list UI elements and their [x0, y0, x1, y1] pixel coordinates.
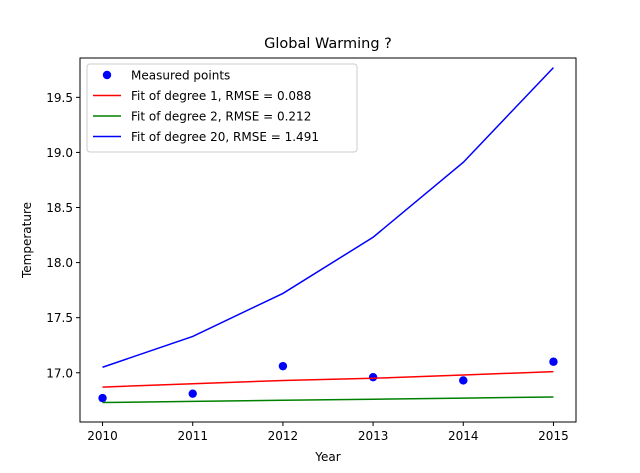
- chart-title: Global Warming ?: [264, 36, 392, 52]
- legend-entry-label: Fit of degree 1, RMSE = 0.088: [131, 89, 311, 103]
- x-axis-label: Year: [314, 450, 340, 464]
- legend-entry-label: Measured points: [131, 69, 230, 83]
- y-axis-label: Temperature: [20, 202, 34, 279]
- y-tick-label: 19.0: [46, 146, 73, 160]
- legend-entry-label: Fit of degree 2, RMSE = 0.212: [131, 110, 311, 124]
- x-tick-label: 2013: [358, 429, 389, 443]
- y-tick-label: 19.5: [46, 91, 73, 105]
- series-line-1: [102, 370, 554, 388]
- x-tick-label: 2015: [538, 429, 569, 443]
- data-point: [98, 393, 107, 403]
- y-tick-label: 17.0: [46, 366, 73, 380]
- data-point: [459, 376, 468, 385]
- x-tick-label: 2010: [87, 429, 118, 443]
- data-point: [188, 389, 197, 398]
- data-point: [278, 361, 288, 371]
- y-tick-label: 18.5: [46, 201, 73, 215]
- series-line-3: [102, 67, 554, 368]
- x-tick-label: 2011: [177, 429, 208, 443]
- series-line-2: [102, 396, 554, 404]
- data-point: [549, 357, 558, 366]
- y-tick-label: 18.0: [46, 256, 73, 270]
- legend-marker-swatch: [102, 70, 112, 80]
- legend-entry-label: Fit of degree 20, RMSE = 1.491: [131, 130, 319, 144]
- data-point: [368, 372, 378, 382]
- x-tick-label: 2012: [268, 429, 299, 443]
- axes-frame: [79, 57, 577, 423]
- legend-box: [86, 63, 358, 153]
- legend: Measured points Fit of degree 1, RMSE = 0…: [86, 63, 358, 153]
- y-tick-label: 17.5: [46, 311, 73, 325]
- x-tick-label: 2014: [448, 429, 479, 443]
